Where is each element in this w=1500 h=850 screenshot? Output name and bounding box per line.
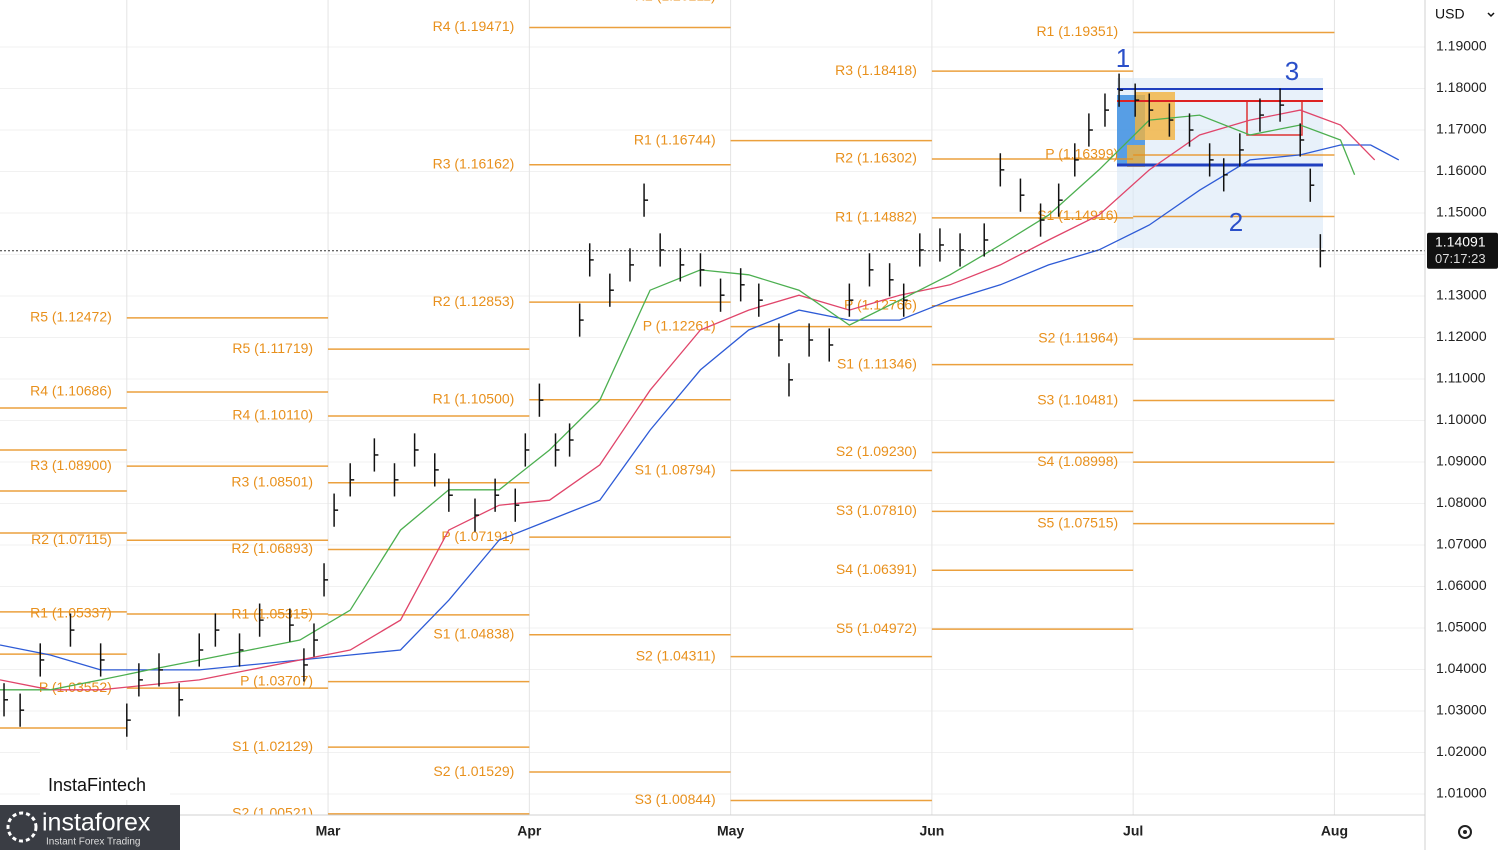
y-tick-label: 1.19000	[1436, 38, 1487, 54]
countdown-label: 07:17:23	[1435, 251, 1486, 266]
annotation: 2	[1229, 207, 1243, 237]
x-tick-label: May	[717, 823, 744, 839]
pivot-label: P (1.07191)	[441, 528, 514, 544]
annotations: 1 2 3	[1116, 43, 1299, 237]
y-tick-label: 1.02000	[1436, 743, 1487, 759]
pivot-label: R4 (1.10110)	[232, 407, 313, 423]
pivot-label: R3 (1.08900)	[30, 457, 112, 473]
pivot-levels: R5 (1.12472) R4 (1.10686) R3 (1.08900) R2 (…	[0, 0, 1335, 821]
grid	[0, 0, 1425, 815]
y-tick-label: 1.13000	[1436, 287, 1487, 303]
y-tick-label: 1.08000	[1436, 494, 1487, 510]
pivot-label: R4 (1.19471)	[433, 18, 515, 34]
moving-average	[0, 144, 1400, 671]
pivot-label: S3 (1.07810)	[836, 502, 917, 518]
moving-average	[0, 109, 1376, 691]
y-tick-label: 1.10000	[1436, 411, 1487, 427]
pivot-label: R3 (1.18418)	[835, 62, 917, 78]
annotation: 3	[1285, 56, 1299, 86]
brand-icon	[6, 811, 38, 843]
annotation: 1	[1116, 43, 1130, 73]
pivot-label: S1 (1.11346)	[837, 355, 917, 371]
pivot-label: R2 (1.20211)	[635, 0, 716, 3]
last-price-box	[1427, 232, 1498, 269]
pivot-label: S2 (1.01529)	[433, 763, 514, 779]
pivot-label: S1 (1.04838)	[433, 625, 514, 641]
pivot-label: S2 (1.00521)	[232, 805, 313, 821]
pivot-label: R3 (1.16162)	[433, 155, 515, 171]
y-tick-label: 1.16000	[1436, 162, 1487, 178]
pivot-label: R1 (1.05315)	[231, 606, 313, 622]
pivot-label: R2 (1.16302)	[835, 150, 917, 166]
pivot-label: P (1.12261)	[643, 317, 716, 333]
y-tick-label: 1.12000	[1436, 328, 1487, 344]
gear-icon[interactable]	[1463, 830, 1467, 834]
pivot-label: R1 (1.19351)	[1036, 23, 1118, 39]
pivot-label: S4 (1.08998)	[1037, 453, 1118, 469]
y-tick-label: 1.06000	[1436, 577, 1487, 593]
pivot-label: R4 (1.10686)	[30, 383, 112, 399]
price-bars	[0, 73, 1425, 737]
currency-dropdown[interactable]: USD	[1428, 2, 1498, 28]
pivot-label: R2 (1.06893)	[231, 540, 313, 556]
pivot-label: S5 (1.04972)	[836, 620, 917, 636]
currency-label[interactable]: USD	[1435, 6, 1465, 22]
brand-name: instaforex	[42, 809, 151, 837]
fintech-logo: InstaFintech	[48, 775, 146, 795]
pivot-label: R5 (1.11719)	[232, 340, 313, 356]
settings-button[interactable]	[1458, 825, 1472, 839]
y-tick-label: 1.01000	[1436, 785, 1487, 801]
chevron[interactable]	[1487, 12, 1495, 18]
pivot-label: S3 (1.10481)	[1037, 391, 1118, 407]
pivot-label: S2 (1.09230)	[836, 443, 917, 459]
pivot-label: R1 (1.10500)	[433, 390, 515, 406]
x-tick-label: Jun	[919, 823, 944, 839]
gear-icon[interactable]	[1458, 825, 1472, 839]
pivot-label: R1 (1.14882)	[835, 209, 917, 225]
pivot-label: P (1.03552)	[39, 679, 112, 695]
brand-tagline: Instant Forex Trading	[46, 837, 141, 848]
pivot-label: P (1.03707)	[240, 672, 313, 688]
pivot-label: S3 (1.00844)	[635, 791, 716, 807]
last-price-label: 1.14091	[1435, 233, 1486, 249]
brand-box	[0, 805, 180, 850]
y-tick-label: 1.07000	[1436, 536, 1487, 552]
pivot-label: S4 (1.06391)	[836, 561, 917, 577]
y-tick-label: 1.15000	[1436, 204, 1487, 220]
pivot-label: S1 (1.02129)	[232, 738, 313, 754]
y-tick-label: 1.05000	[1436, 619, 1487, 635]
y-tick-label: 1.09000	[1436, 453, 1487, 469]
y-tick-label: 1.17000	[1436, 121, 1487, 137]
pivot-label: R2 (1.07115)	[31, 531, 112, 547]
branding: InstaFintech instaforex Instant Forex Tr…	[0, 750, 180, 850]
y-tick-label: 1.03000	[1436, 702, 1487, 718]
pivot-label: S2 (1.04311)	[636, 647, 716, 663]
x-tick-label: Jul	[1123, 823, 1143, 839]
volume-profile	[1117, 78, 1323, 248]
x-tick-label: Apr	[517, 823, 542, 839]
pivot-label: S5 (1.07515)	[1037, 514, 1118, 530]
dropdown-box[interactable]	[1428, 2, 1498, 28]
pivot-label: R2 (1.12853)	[433, 293, 515, 309]
pivot-label: R5 (1.12472)	[30, 309, 112, 325]
x-tick-label: Mar	[316, 823, 341, 839]
y-tick-label: 1.18000	[1436, 79, 1487, 95]
pivot-label: S2 (1.11964)	[1038, 330, 1118, 346]
profile-bars	[1127, 145, 1145, 167]
y-tick-label: 1.11000	[1436, 370, 1486, 386]
pivot-label: S1 (1.14916)	[1037, 207, 1118, 223]
x-tick-label: Aug	[1321, 823, 1348, 839]
pivot-label: R3 (1.08501)	[231, 473, 313, 489]
pivot-label: P (1.16399)	[1045, 146, 1118, 162]
y-tick-label: 1.04000	[1436, 660, 1487, 676]
pivot-label: R1 (1.16744)	[634, 131, 716, 147]
pivot-label: S1 (1.08794)	[635, 461, 716, 477]
fintech-box	[40, 750, 170, 800]
pivot-label: R1 (1.05337)	[30, 605, 112, 621]
